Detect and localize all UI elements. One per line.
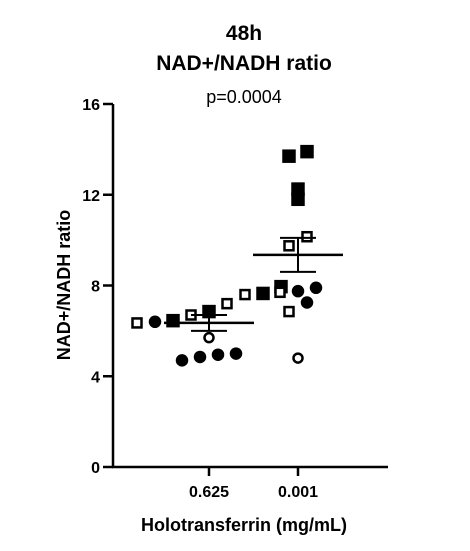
data-point-open-square xyxy=(274,286,286,299)
y-tick-label: 8 xyxy=(91,279,100,296)
y-tick-label: 4 xyxy=(91,369,100,386)
data-groups xyxy=(131,144,343,367)
data-point-open-square xyxy=(221,297,233,310)
data-point-filled-circle xyxy=(229,347,243,360)
data-point-filled-circle xyxy=(211,348,225,361)
data-point-filled-circle xyxy=(300,296,314,309)
group-0.625 xyxy=(131,279,288,367)
data-point-filled-circle xyxy=(175,354,189,367)
p-value-annotation: p=0.0004 xyxy=(206,87,282,107)
data-point-open-square xyxy=(239,288,251,301)
data-point-open-square xyxy=(283,305,295,318)
data-point-filled-square xyxy=(166,313,180,328)
data-point-open-square xyxy=(131,317,143,329)
y-tick-label: 16 xyxy=(82,97,100,114)
group-0.001 xyxy=(253,144,343,364)
data-point-filled-square xyxy=(291,192,305,207)
data-point-filled-square xyxy=(300,144,314,159)
data-point-open-circle xyxy=(292,352,304,364)
chart-title-line-1: 48h xyxy=(226,22,262,45)
y-tick-label: 12 xyxy=(82,188,100,205)
x-axis-label: Holotransferrin (mg/mL) xyxy=(141,515,347,535)
data-point-open-square xyxy=(301,230,313,243)
data-point-filled-circle xyxy=(148,315,162,329)
x-tick-label: 0.625 xyxy=(189,484,229,501)
data-point-filled-circle xyxy=(309,281,323,295)
y-tick-label: 0 xyxy=(91,460,100,477)
y-axis-label: NAD+/NADH ratio xyxy=(54,210,74,361)
data-point-filled-square xyxy=(256,286,270,301)
x-axis-ticks: 0.625 0.001 xyxy=(189,467,318,501)
y-axis-ticks: 0 4 8 12 16 xyxy=(82,97,113,477)
x-tick-label: 0.001 xyxy=(278,484,318,501)
data-point-filled-square xyxy=(282,149,296,163)
data-point-open-circle xyxy=(203,331,215,344)
chart-title-line-2: NAD+/NADH ratio xyxy=(156,52,332,75)
data-point-filled-circle xyxy=(291,284,305,298)
data-point-filled-circle xyxy=(193,350,207,364)
data-point-open-square xyxy=(283,240,295,252)
